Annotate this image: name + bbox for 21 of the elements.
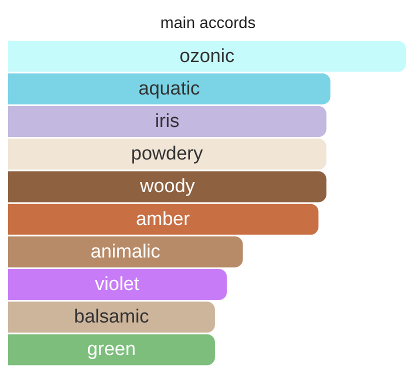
bar: [8, 171, 326, 202]
y-tick-label: ozonic: [180, 46, 234, 67]
bar: [8, 73, 330, 104]
bar: [8, 334, 215, 366]
bar: [8, 236, 243, 268]
bar: [8, 40, 406, 72]
y-tick-label: animalic: [90, 241, 160, 262]
bar: [8, 302, 215, 333]
y-tick-label: woody: [138, 176, 196, 198]
chart-title: main accords: [160, 15, 256, 32]
bar: [8, 269, 227, 300]
y-tick-label: violet: [94, 274, 140, 296]
y-tick-label: aquatic: [138, 78, 200, 100]
bar: [8, 138, 326, 170]
y-tick-label: amber: [136, 208, 190, 230]
y-tick-label: powdery: [131, 144, 204, 165]
y-tick-label: iris: [155, 111, 180, 132]
bar: [8, 204, 318, 235]
y-tick-label: balsamic: [74, 306, 149, 328]
bar: [8, 106, 326, 137]
y-tick-label: green: [87, 339, 136, 360]
